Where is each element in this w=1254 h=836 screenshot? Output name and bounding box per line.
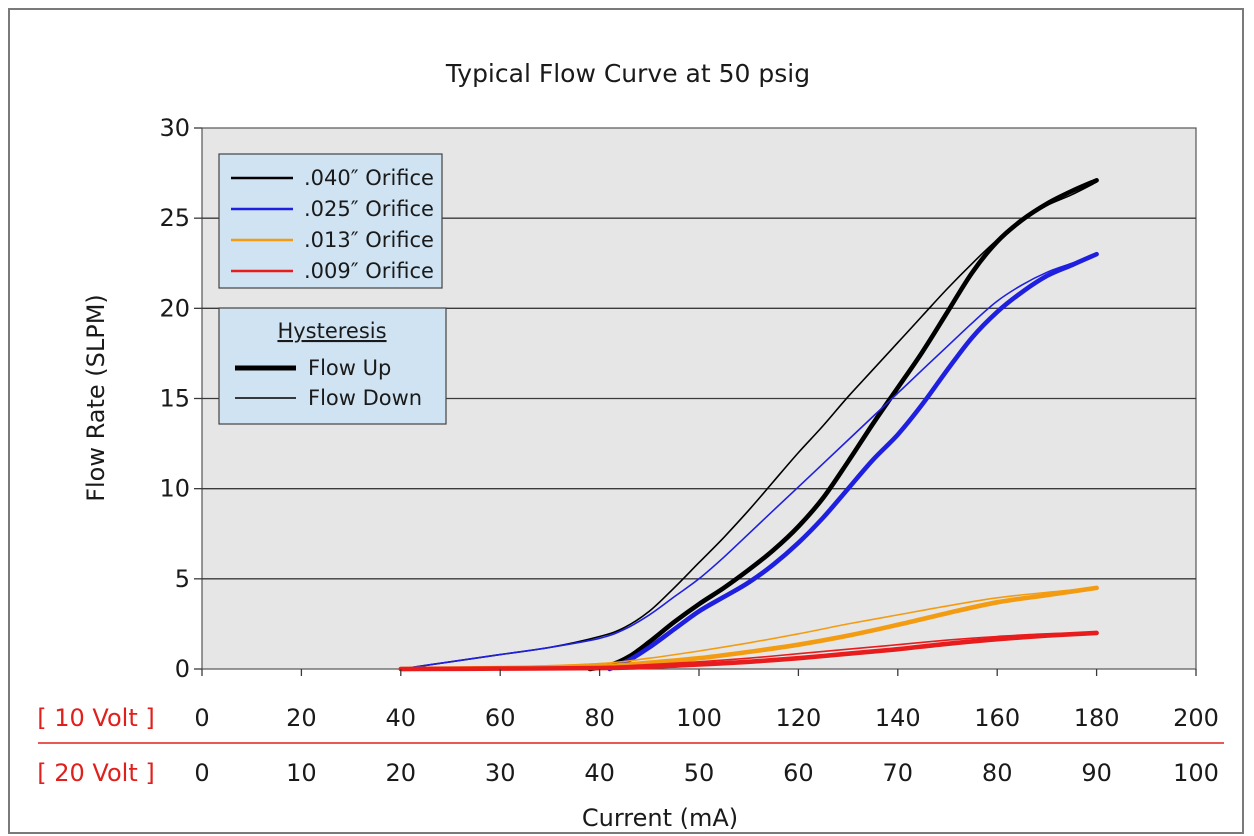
x-tick-label-row1-0: 0 xyxy=(194,704,209,732)
series-line-009-flow-up xyxy=(398,630,1099,672)
y-tick-label-0: 0 xyxy=(175,655,190,683)
x-tick-label-row2-50: 50 xyxy=(684,759,715,787)
series-line-025-flow-up xyxy=(607,251,1099,672)
series-layer xyxy=(398,178,1099,672)
x-axis-label: Current (mA) xyxy=(582,804,738,832)
x-tick-label-row1-160: 160 xyxy=(974,704,1020,732)
y-tick-label-25: 25 xyxy=(159,204,190,232)
volt-10-label: [ 10 Volt ] xyxy=(37,704,154,732)
legend-hysteresis-title: Hysteresis xyxy=(277,319,386,343)
series-line-013-flow-down xyxy=(400,587,1098,670)
x-tick-label-row1-100: 100 xyxy=(676,704,722,732)
x-tick-label-row2-40: 40 xyxy=(584,759,615,787)
x-tick-label-row2-70: 70 xyxy=(883,759,914,787)
y-tick-label-5: 5 xyxy=(175,565,190,593)
y-tick-label-15: 15 xyxy=(159,385,190,413)
y-tick-label-20: 20 xyxy=(159,294,190,322)
x-tick-label-row1-20: 20 xyxy=(286,704,317,732)
legend-label-025: .025″ Orifice xyxy=(304,197,434,221)
y-tick-label-10: 10 xyxy=(159,475,190,503)
x-tick-label-row2-60: 60 xyxy=(783,759,814,787)
chart-title: Typical Flow Curve at 50 psig xyxy=(445,59,810,88)
axes: 0 5 10 15 20 25 30 0 20 40 60 80 100 120 140 160 180 200 0… xyxy=(159,114,1218,787)
y-tick-label-30: 30 xyxy=(159,114,190,142)
volt-20-label: [ 20 Volt ] xyxy=(37,759,154,787)
series-line-009-flow-down xyxy=(400,632,1098,670)
x-tick-label-row2-80: 80 xyxy=(982,759,1013,787)
legend-label-flow-down: Flow Down xyxy=(308,386,422,410)
legend-hysteresis: Hysteresis Flow Up Flow Down xyxy=(218,307,447,425)
x-tick-label-row2-10: 10 xyxy=(286,759,317,787)
series-line-025-flow-down xyxy=(400,253,1098,670)
x-tick-label-row1-60: 60 xyxy=(485,704,516,732)
legend-label-013: .013″ Orifice xyxy=(304,228,434,252)
legend-orifices-box xyxy=(218,153,443,289)
y-axis-label: Flow Rate (SLPM) xyxy=(82,294,110,502)
legend-orifices: .040″ Orifice .025″ Orifice .013″ Orifice.… xyxy=(218,153,443,289)
x-tick-label-row2-20: 20 xyxy=(386,759,417,787)
x-tick-label-row2-0: 0 xyxy=(194,759,209,787)
x-tick-label-row1-140: 140 xyxy=(875,704,921,732)
x-tick-label-row2-30: 30 xyxy=(485,759,516,787)
legend-label-040: .040″ Orifice xyxy=(304,166,434,190)
x-tick-label-row2-90: 90 xyxy=(1081,759,1112,787)
series-line-040-flow-down xyxy=(400,181,1098,670)
legend-label-009: .009″ Orifice xyxy=(304,259,434,283)
x-tick-label-row1-80: 80 xyxy=(584,704,615,732)
legend-label-flow-up: Flow Up xyxy=(308,356,391,380)
x-tick-label-row1-200: 200 xyxy=(1173,704,1219,732)
x-tick-label-row1-40: 40 xyxy=(386,704,417,732)
x-tick-label-row1-180: 180 xyxy=(1074,704,1120,732)
x-tick-label-row2-100: 100 xyxy=(1173,759,1219,787)
x-tick-label-row1-120: 120 xyxy=(775,704,821,732)
